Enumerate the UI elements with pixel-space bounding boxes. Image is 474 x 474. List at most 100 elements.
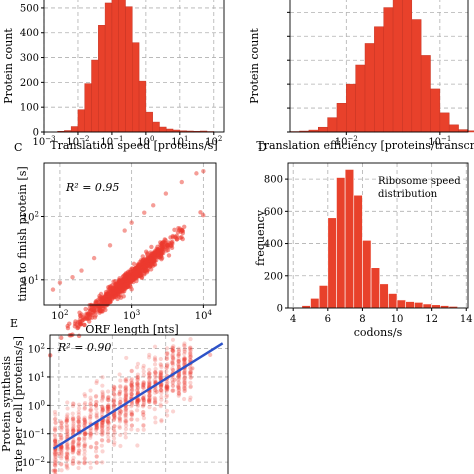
panel-c-point <box>142 210 147 215</box>
panel-d-bar <box>405 301 415 309</box>
panel-c-point <box>144 268 150 273</box>
panel-e-point <box>70 458 76 463</box>
panel-e-point <box>111 399 116 404</box>
panel-e-point <box>111 413 117 418</box>
panel-e-point <box>164 365 169 371</box>
panel-e-point <box>164 384 169 389</box>
panel-e-point <box>105 406 110 411</box>
panel-e-point <box>52 434 58 439</box>
panel-e-point <box>171 344 176 349</box>
panel-e-point <box>176 372 182 377</box>
panel-e-point <box>158 387 164 392</box>
panel-e-point <box>76 424 82 429</box>
panel-e-point <box>188 358 193 363</box>
panel-e-point <box>93 403 99 408</box>
panel-e-frame <box>49 334 229 474</box>
panel-e-point <box>176 365 182 370</box>
panel-e-point <box>135 443 140 448</box>
panel-e-point <box>153 371 158 376</box>
panel-e-point <box>53 461 58 466</box>
panel-e-point <box>71 446 76 451</box>
panel-e-point <box>141 402 146 407</box>
panel-e-point <box>135 377 140 382</box>
panel-e-point <box>53 459 58 464</box>
panel-e-point <box>164 382 170 387</box>
panel-e-point <box>76 419 81 424</box>
panel-e-point <box>106 416 111 421</box>
panel-b-bar <box>402 0 413 133</box>
panel-e-point <box>135 417 140 422</box>
panel-a-bar <box>70 126 79 133</box>
panel-e-ytick-label: 102 <box>28 343 45 356</box>
panel-e-point <box>170 380 175 385</box>
panel-d-bar <box>310 298 320 309</box>
panel-b-bar <box>374 26 384 133</box>
panel-e-point <box>71 448 76 453</box>
panel-e-point <box>135 398 140 403</box>
panel-e-point <box>52 432 58 437</box>
panel-e-point <box>123 435 128 440</box>
panel-c-point <box>156 251 161 257</box>
panel-c-point <box>123 282 128 287</box>
panel-e-point <box>146 398 152 403</box>
panel-e-point <box>181 396 187 402</box>
panel-e-point <box>129 380 134 386</box>
panel-e-point <box>112 442 117 447</box>
panel-c-point <box>76 333 82 339</box>
panel-e-point <box>176 377 181 383</box>
panel-e-point <box>76 402 82 407</box>
panel-e-point <box>100 404 105 409</box>
panel-e-point <box>124 418 129 424</box>
panel-e-point <box>182 378 187 383</box>
panel-e-point <box>65 431 70 437</box>
panel-e-point <box>88 431 94 436</box>
panel-e-point <box>123 396 128 401</box>
panel-e-point <box>170 348 175 353</box>
panel-e-point <box>135 382 140 387</box>
panel-e-point <box>64 443 69 448</box>
panel-e-point <box>52 450 57 455</box>
panel-e-point <box>141 363 146 368</box>
panel-e-point <box>53 451 58 456</box>
panel-e-point <box>53 428 58 433</box>
panel-d-bar <box>318 285 329 309</box>
panel-e-point <box>182 381 187 386</box>
panel-e-point <box>135 427 140 433</box>
panel-c-point <box>148 250 153 255</box>
panel-b-xlabel: Translation efficiency [proteins/transcr… <box>256 139 474 152</box>
panel-e-point <box>182 355 187 361</box>
panel-e-point <box>100 406 105 411</box>
panel-a-ytick-label: 500 <box>20 3 39 14</box>
panel-a-bars <box>57 0 215 133</box>
panel-e-point <box>106 397 111 403</box>
panel-e-point <box>52 437 58 443</box>
panel-e-point <box>105 404 110 410</box>
panel-e-point <box>64 419 69 424</box>
panel-e-point <box>164 385 169 390</box>
panel-e-point <box>118 399 123 404</box>
panel-e-point <box>129 412 134 417</box>
panel-e-point <box>188 375 193 380</box>
panel-e-point <box>99 437 105 443</box>
panel-a: 10−3 10−2 10−1 100 101 102 0 100 200 300 400 500 Tr… <box>2 0 225 152</box>
panel-d-ticks: 4 6 8 10 12 14 0 200 400 600 800 <box>264 175 473 325</box>
panel-b-bar <box>392 0 403 133</box>
panel-e-point <box>88 432 93 437</box>
panel-e-point <box>135 381 140 386</box>
panel-e-point <box>123 411 128 417</box>
panel-e-point <box>123 385 128 391</box>
panel-e-point <box>176 353 181 358</box>
panel-e-point <box>158 388 163 393</box>
panel-e-point <box>52 468 58 473</box>
panel-e-point <box>176 353 181 358</box>
panel-e-point <box>94 399 99 405</box>
panel-e-point <box>100 432 105 437</box>
panel-e-point <box>100 389 105 394</box>
panel-e-point <box>141 422 146 428</box>
panel-e-point <box>187 357 193 362</box>
panel-e-point <box>118 389 123 394</box>
panel-e-point <box>158 373 163 378</box>
panel-e-point <box>118 443 123 449</box>
panel-e-point <box>135 399 140 404</box>
